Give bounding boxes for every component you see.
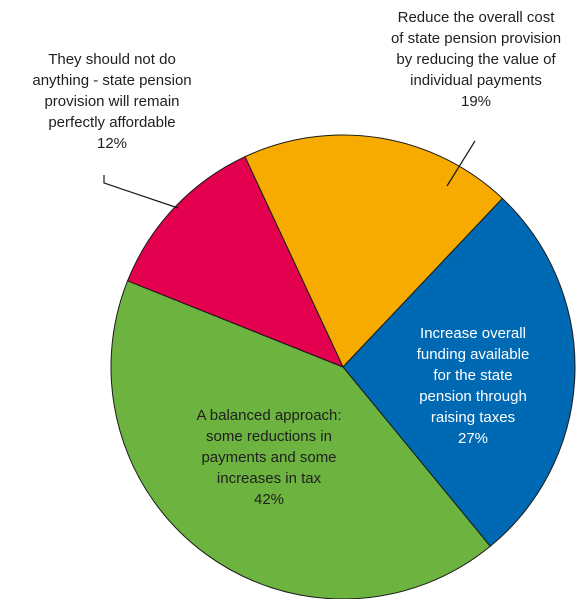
label-increase-line-5: 27% [458, 430, 488, 447]
pie-slice-increase [342, 197, 576, 547]
pie-slice-reduce [244, 134, 504, 368]
label-increase-line-3: pension through [419, 388, 527, 405]
label-balanced-line-4: 42% [254, 491, 284, 508]
label-nothing-line-2: provision will remain [44, 93, 179, 110]
label-reduce-line-3: individual payments [410, 72, 542, 89]
label-nothing-line-3: perfectly affordable [48, 114, 175, 131]
label-balanced-line-3: increases in tax [217, 470, 322, 487]
label-reduce-line-4: 19% [461, 93, 491, 110]
label-reduce-line-2: by reducing the value of [396, 51, 556, 68]
label-nothing-line-1: anything - state pension [32, 72, 191, 89]
label-increase-line-4: raising taxes [431, 409, 515, 426]
label-balanced-line-2: payments and some [201, 449, 336, 466]
label-nothing-line-4: 12% [97, 135, 127, 152]
leader-line-reduce [446, 140, 476, 187]
label-reduce-line-0: Reduce the overall cost [398, 9, 556, 26]
label-increase-line-2: for the state [433, 367, 512, 384]
pie-slice-nothing [126, 156, 344, 368]
label-nothing-line-0: They should not do [48, 51, 176, 68]
label-increase-line-0: Increase overall [420, 325, 526, 342]
label-balanced-line-0: A balanced approach: [196, 407, 341, 424]
leader-line-nothing [103, 175, 179, 209]
pie-slice-balanced [110, 280, 491, 599]
label-increase-line-1: funding available [417, 346, 530, 363]
pie-slices [110, 134, 576, 599]
label-reduce-line-1: of state pension provision [391, 30, 561, 47]
slice-labels: Reduce the overall cost of state pension … [32, 9, 561, 508]
label-balanced-line-1: some reductions in [206, 428, 332, 445]
